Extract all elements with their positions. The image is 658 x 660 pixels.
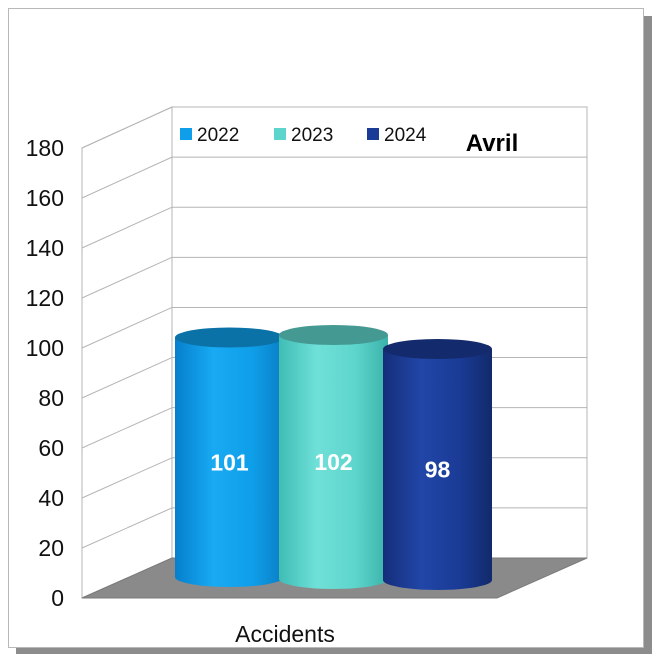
y-tick-label: 160 bbox=[26, 185, 64, 211]
chart-title: Avril bbox=[466, 130, 518, 157]
gridline-side bbox=[81, 206, 173, 249]
bar-top bbox=[175, 327, 284, 348]
y-tick-label: 20 bbox=[38, 535, 64, 561]
gridline-side bbox=[81, 256, 173, 299]
legend-label: 2023 bbox=[291, 125, 333, 146]
legend-swatch bbox=[180, 128, 192, 140]
bars: 101 102 98 bbox=[175, 325, 492, 590]
gridline-side bbox=[81, 407, 173, 449]
gridline-side bbox=[81, 457, 173, 499]
y-tick-label: 0 bbox=[51, 585, 64, 611]
bar-top bbox=[383, 339, 492, 359]
data-label: 101 bbox=[210, 449, 249, 475]
bar-top bbox=[279, 325, 388, 345]
bar-body bbox=[383, 349, 492, 590]
legend-swatch bbox=[274, 128, 286, 140]
gridline-side bbox=[81, 306, 173, 349]
x-category-label: Accidents bbox=[235, 621, 335, 647]
gridline-side bbox=[81, 507, 173, 549]
y-tick-label: 60 bbox=[38, 435, 64, 461]
gridline-side bbox=[81, 106, 173, 149]
bar-body bbox=[279, 335, 388, 589]
bar-2023: 102 bbox=[279, 325, 388, 589]
gridline-side bbox=[81, 357, 173, 399]
legend-label: 2024 bbox=[384, 125, 427, 146]
gridline-side bbox=[81, 156, 173, 199]
bar-2022: 101 bbox=[175, 327, 284, 587]
legend: 2022 2023 2024 bbox=[180, 125, 427, 146]
bar-2024: 98 bbox=[383, 339, 492, 590]
data-label: 102 bbox=[314, 449, 352, 475]
y-tick-label: 140 bbox=[26, 235, 64, 261]
y-tick-label: 120 bbox=[26, 285, 64, 311]
y-tick-label: 40 bbox=[38, 485, 64, 511]
legend-label: 2022 bbox=[197, 125, 239, 146]
bar-body bbox=[175, 337, 284, 587]
y-tick-label: 180 bbox=[26, 135, 64, 161]
y-axis-ticks: 0 20 40 60 80 100 120 140 160 180 bbox=[26, 135, 64, 611]
y-tick-label: 80 bbox=[38, 385, 64, 411]
left-wall bbox=[81, 106, 173, 599]
data-label: 98 bbox=[425, 457, 451, 483]
legend-swatch bbox=[367, 128, 379, 140]
y-tick-label: 100 bbox=[26, 335, 64, 361]
